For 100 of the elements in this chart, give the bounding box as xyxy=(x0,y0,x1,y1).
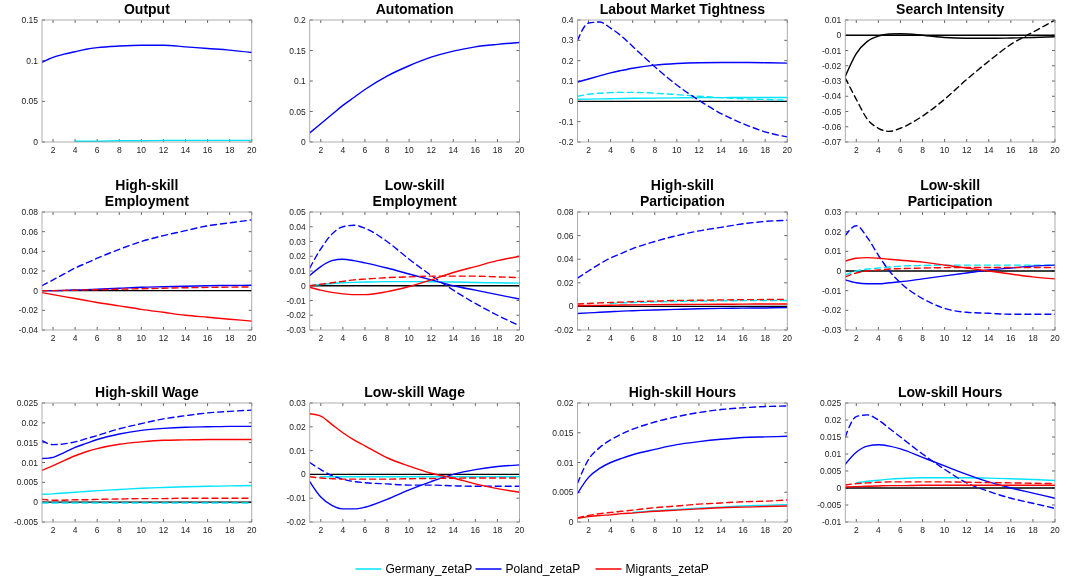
x-tick-label: 14 xyxy=(448,145,459,155)
y-tick-label: 0.06 xyxy=(556,230,574,241)
y-tick-label: 0 xyxy=(836,30,842,41)
x-tick-label: 14 xyxy=(984,145,994,155)
x-tick-label: 10 xyxy=(136,145,147,155)
x-tick-label: 20 xyxy=(1050,333,1060,343)
line-series xyxy=(42,484,252,495)
y-tick-label: 0 xyxy=(568,301,574,312)
y-tick-label: 0.05 xyxy=(289,106,307,117)
line-series xyxy=(577,405,788,485)
x-tick-label: 16 xyxy=(738,525,749,535)
y-tick-label: 0.03 xyxy=(289,398,307,408)
y-tick-label: 0.02 xyxy=(556,398,574,408)
x-tick-label: 16 xyxy=(202,333,213,343)
x-tick-label: 14 xyxy=(716,145,727,155)
x-tick-label: 2 xyxy=(586,145,592,155)
x-tick-label: 6 xyxy=(362,145,368,155)
x-tick-label: 4 xyxy=(72,525,78,535)
line-series xyxy=(42,438,252,472)
x-tick-label: 12 xyxy=(961,333,972,343)
x-tick-label: 10 xyxy=(404,145,415,155)
x-tick-label: 2 xyxy=(50,145,56,155)
y-tick-label: -0.005 xyxy=(13,517,39,527)
x-tick-label: 18 xyxy=(760,145,771,155)
x-tick-label: 16 xyxy=(470,145,481,155)
x-tick-label: 10 xyxy=(939,333,950,343)
x-tick-label: 2 xyxy=(318,525,324,535)
x-tick-label: 4 xyxy=(340,333,346,343)
x-tick-label: 10 xyxy=(136,525,147,535)
x-tick-label: 6 xyxy=(898,333,904,343)
x-tick-label: 12 xyxy=(158,333,169,343)
x-tick-label: 14 xyxy=(984,525,994,535)
x-tick-label: 14 xyxy=(180,333,191,343)
legend-label: Poland_zetaP xyxy=(505,562,581,576)
y-tick-label: 0.04 xyxy=(21,246,39,257)
y-tick-label: 0.03 xyxy=(824,207,842,217)
x-tick-label: 4 xyxy=(876,525,881,535)
chart-title: Low-skill Wage xyxy=(364,384,466,400)
y-tick-label: 0.025 xyxy=(819,398,842,408)
x-tick-label: 2 xyxy=(853,525,859,535)
chart-title: High-skill Participation xyxy=(639,177,725,209)
x-tick-label: 4 xyxy=(876,333,881,343)
x-tick-label: 18 xyxy=(224,333,235,343)
y-tick-label: 0 xyxy=(301,280,307,291)
x-tick-label: 14 xyxy=(984,333,994,343)
x-tick-label: 18 xyxy=(492,145,503,155)
y-tick-label: -0.01 xyxy=(821,517,842,527)
x-tick-label: 2 xyxy=(853,333,859,343)
y-tick-label: 0.08 xyxy=(556,207,574,217)
y-tick-label: 0 xyxy=(836,483,842,493)
x-tick-label: 4 xyxy=(608,333,614,343)
y-tick-label: 0.02 xyxy=(556,277,574,288)
x-tick-label: 14 xyxy=(716,333,727,343)
x-tick-label: 20 xyxy=(514,333,525,343)
y-tick-label: -0.03 xyxy=(821,325,842,335)
x-tick-label: 12 xyxy=(158,525,169,535)
y-tick-label: -0.05 xyxy=(821,106,842,117)
x-tick-label: 20 xyxy=(1050,525,1060,535)
x-tick-label: 12 xyxy=(426,145,437,155)
y-tick-label: -0.04 xyxy=(821,91,842,102)
x-tick-label: 8 xyxy=(116,525,122,535)
chart-title: Low-skill Employment xyxy=(372,177,457,209)
x-tick-label: 10 xyxy=(136,333,147,343)
y-tick-label: -0.1 xyxy=(558,116,574,127)
y-tick-label: 0.2 xyxy=(561,55,574,66)
x-tick-label: 4 xyxy=(72,333,78,343)
y-tick-label: 0.3 xyxy=(561,35,574,46)
x-tick-label: 10 xyxy=(672,145,682,155)
line-series xyxy=(309,41,520,134)
line-series xyxy=(42,409,252,446)
x-tick-label: 2 xyxy=(50,333,56,343)
y-tick-label: -0.02 xyxy=(286,310,307,321)
x-tick-label: 20 xyxy=(247,333,257,343)
y-tick-label: 0.02 xyxy=(21,266,39,276)
y-tick-label: -0.01 xyxy=(821,285,842,296)
x-tick-label: 10 xyxy=(939,145,950,155)
y-tick-label: 0.2 xyxy=(293,15,307,25)
x-tick-label: 10 xyxy=(939,525,950,535)
line-series xyxy=(309,413,520,493)
x-tick-label: 20 xyxy=(247,525,257,535)
x-tick-label: 6 xyxy=(94,333,100,343)
y-tick-label: 0 xyxy=(33,497,39,508)
chart-title: High-skill Employment xyxy=(104,177,190,209)
y-tick-label: -0.03 xyxy=(821,76,842,86)
x-tick-label: 20 xyxy=(782,525,793,535)
x-tick-label: 20 xyxy=(1050,145,1060,155)
x-tick-label: 20 xyxy=(514,525,525,535)
x-tick-label: 4 xyxy=(340,145,346,155)
y-tick-label: 0.025 xyxy=(16,398,39,408)
line-series xyxy=(309,464,520,510)
y-tick-label: 0.015 xyxy=(819,432,842,442)
x-tick-label: 8 xyxy=(652,525,658,535)
line-series xyxy=(845,414,1055,510)
y-tick-label: 0.1 xyxy=(293,76,307,86)
x-tick-label: 10 xyxy=(404,525,415,535)
x-tick-label: 16 xyxy=(202,525,213,535)
x-tick-label: 8 xyxy=(384,145,390,155)
y-tick-label: 0 xyxy=(568,517,574,527)
x-tick-label: 2 xyxy=(318,145,324,155)
x-tick-label: 4 xyxy=(608,145,614,155)
